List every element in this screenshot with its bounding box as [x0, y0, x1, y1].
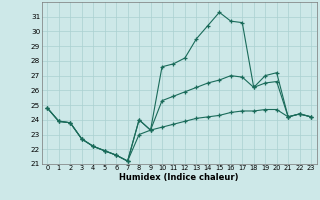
X-axis label: Humidex (Indice chaleur): Humidex (Indice chaleur) — [119, 173, 239, 182]
